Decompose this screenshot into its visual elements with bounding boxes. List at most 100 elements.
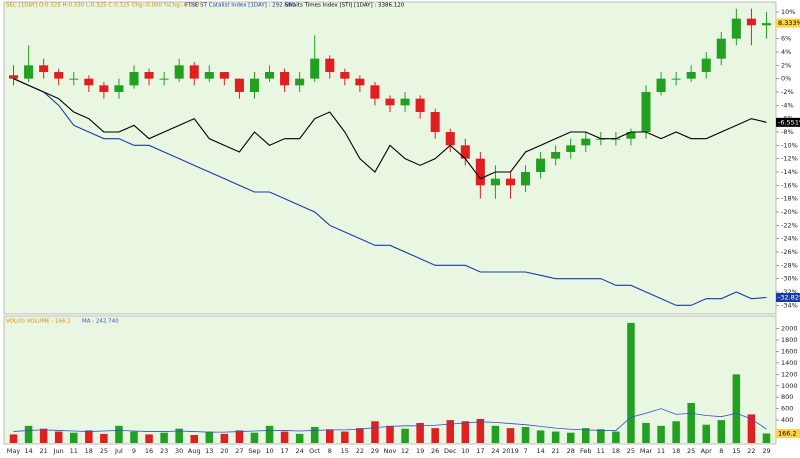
- y-tick-label: -22%: [781, 221, 798, 229]
- x-tick-label: 14: [24, 447, 32, 455]
- y-tick-label: 1000: [781, 382, 798, 390]
- volume-bar: [536, 430, 545, 443]
- volume-bar: [566, 432, 575, 443]
- candle-body: [310, 58, 320, 79]
- x-tick-label: 19: [416, 447, 424, 455]
- x-tick-label: Sep: [248, 447, 260, 455]
- x-tick-label: 24: [296, 447, 304, 455]
- index-line: [13, 78, 767, 180]
- y-tick-label: 1600: [781, 347, 798, 355]
- candle-body: [204, 72, 214, 79]
- x-tick-label: Apr: [701, 447, 713, 455]
- y-tick-label: -20%: [781, 208, 798, 216]
- x-tick-label: 8: [328, 447, 332, 455]
- x-tick-label: 18: [85, 447, 93, 455]
- index-line: [13, 78, 767, 306]
- last-value-label: 166.2: [778, 429, 797, 437]
- y-tick-label: -24%: [781, 235, 798, 243]
- x-tick-label: 10: [265, 447, 273, 455]
- candle-body: [24, 65, 34, 79]
- volume-bar: [85, 430, 93, 443]
- x-tick-label: 27: [235, 447, 243, 455]
- y-tick-label: -32%: [781, 288, 798, 296]
- volume-bar: [506, 428, 515, 443]
- volume-bar: [326, 429, 334, 443]
- y-tick-label: 1200: [781, 370, 798, 378]
- candle-body: [641, 92, 651, 132]
- y-tick-label: 0%: [781, 75, 791, 83]
- y-tick-label: -28%: [781, 261, 798, 269]
- volume-bar: [386, 425, 394, 443]
- x-tick-label: Aug: [188, 447, 201, 455]
- last-value-label: -6.551%: [778, 118, 800, 126]
- candle-body: [746, 18, 756, 26]
- candle-body: [234, 78, 244, 92]
- x-tick-label: 20: [220, 447, 228, 455]
- x-tick-label: 25: [687, 447, 695, 455]
- candle-body: [761, 23, 771, 26]
- x-tick-label: 2019: [502, 447, 519, 455]
- y-tick-label: 600: [781, 405, 793, 413]
- candle-body: [521, 172, 531, 186]
- candle-body: [566, 145, 576, 152]
- candle-body: [731, 18, 741, 39]
- candle-body: [280, 72, 290, 86]
- x-tick-label: 18: [672, 447, 680, 455]
- y-tick-label: 1800: [781, 336, 798, 344]
- legend-ma: MA : 242.740: [82, 319, 119, 325]
- volume-bar: [762, 433, 771, 443]
- last-value-box: [776, 117, 800, 127]
- candle-body: [370, 85, 380, 99]
- candle-body: [581, 138, 591, 146]
- y-tick-label: 1400: [781, 359, 798, 367]
- x-tick-label: 11: [657, 447, 665, 455]
- volume-bar: [310, 426, 319, 443]
- volume-bar: [717, 420, 726, 443]
- volume-bar: [687, 402, 695, 443]
- volume-bar: [250, 432, 259, 443]
- legend-catalist: FTSE ST Catalist Index [1DAY] : 292.680: [185, 3, 295, 9]
- candle-body: [490, 178, 500, 186]
- x-tick-label: 24: [491, 447, 499, 455]
- volume-bar: [115, 425, 123, 443]
- volume-bar: [145, 434, 153, 443]
- y-tick-label: 2%: [781, 61, 791, 69]
- volume-bar: [582, 428, 590, 443]
- x-tick-label: 14: [536, 447, 544, 455]
- volume-bar: [476, 418, 485, 443]
- candle-body: [159, 78, 169, 80]
- volume-bar: [642, 422, 650, 443]
- x-tick-label: Oct: [309, 447, 321, 455]
- x-tick-label: Feb: [580, 447, 592, 455]
- candle-body: [445, 132, 455, 146]
- x-tick-label: 29: [371, 447, 379, 455]
- volume-bar: [160, 432, 168, 443]
- candle-body: [551, 152, 561, 159]
- candle-body: [99, 85, 109, 92]
- last-value-box: [776, 428, 800, 438]
- y-tick-label: -10%: [781, 141, 798, 149]
- x-tick-label: 30: [175, 447, 183, 455]
- x-tick-label: Jul: [114, 447, 123, 455]
- y-tick-label: -8%: [781, 128, 794, 136]
- candle-body: [415, 98, 425, 112]
- volume-pane: [3, 315, 777, 445]
- volume-bar: [732, 374, 741, 443]
- candle-body: [265, 72, 275, 79]
- volume-bar: [597, 429, 605, 443]
- candle-body: [340, 72, 350, 79]
- candle-body: [355, 78, 365, 86]
- candle-body: [505, 178, 515, 186]
- ma-line: [13, 408, 767, 433]
- x-tick-label: 16: [145, 447, 153, 455]
- volume-title: VOL(0) VOLUME : 166.2: [6, 319, 71, 325]
- last-value-box: [776, 18, 800, 28]
- x-tick-label: 25: [100, 447, 108, 455]
- x-tick-label: 29: [762, 447, 770, 455]
- x-tick-label: 22: [356, 447, 364, 455]
- candle-body: [69, 78, 79, 80]
- y-tick-label: -26%: [781, 248, 798, 256]
- x-tick-label: 21: [552, 447, 560, 455]
- last-value-box: [776, 293, 800, 302]
- x-tick-label: 11: [597, 447, 605, 455]
